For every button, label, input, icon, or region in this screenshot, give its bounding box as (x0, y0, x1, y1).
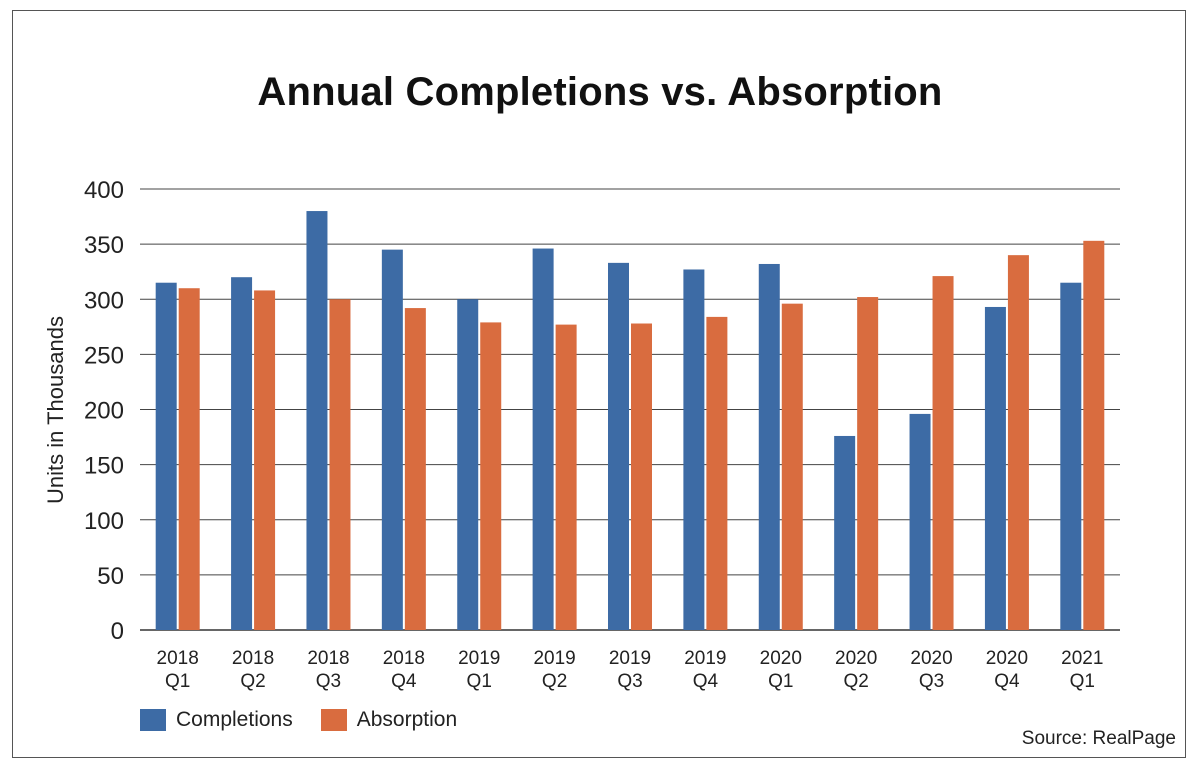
bar-absorption (781, 303, 803, 630)
x-tick-label-quarter: Q3 (316, 671, 341, 692)
bar-absorption (404, 308, 426, 630)
legend-item-absorption: Absorption (320, 708, 458, 732)
bar-absorption (932, 276, 954, 630)
bar-absorption (1007, 255, 1029, 630)
bar-completions (381, 249, 403, 630)
y-tick-label: 150 (84, 453, 124, 480)
x-tick-label-year: 2020 (835, 648, 877, 669)
x-tick-label-year: 2019 (458, 648, 500, 669)
y-tick-label: 50 (97, 563, 124, 590)
bar-completions (608, 262, 629, 630)
legend-label-absorption: Absorption (356, 708, 458, 731)
bar-absorption (254, 290, 276, 630)
x-tick-label-year: 2020 (986, 648, 1028, 669)
bar-absorption (178, 288, 200, 630)
x-axis-ticks: 2018Q12018Q22018Q32018Q42019Q12019Q22019… (157, 648, 1104, 692)
x-tick-label-quarter: Q2 (542, 671, 567, 692)
y-tick-label: 250 (84, 342, 124, 369)
x-tick-label-quarter: Q2 (843, 671, 868, 692)
x-tick-label-quarter: Q1 (768, 671, 793, 692)
x-tick-label-quarter: Q4 (693, 671, 719, 692)
x-tick-label-quarter: Q2 (240, 671, 265, 692)
bar-absorption (480, 322, 502, 630)
legend-item-completions: Completions (140, 708, 293, 732)
x-tick-label-quarter: Q4 (391, 671, 417, 692)
x-tick-label-year: 2019 (609, 648, 651, 669)
y-tick-label: 300 (84, 287, 124, 314)
bar-completions (834, 435, 856, 630)
y-tick-label: 200 (84, 398, 124, 425)
bar-absorption (555, 324, 577, 630)
x-tick-label-quarter: Q1 (165, 671, 190, 692)
y-tick-label: 100 (84, 508, 124, 535)
bar-completions (909, 413, 931, 630)
bar-absorption (706, 316, 728, 630)
x-tick-label-year: 2020 (760, 648, 802, 669)
bar-completions (532, 248, 554, 630)
bar-completions (306, 211, 328, 631)
bar-absorption (631, 323, 652, 630)
bar-absorption (1083, 240, 1105, 630)
bar-completions (231, 277, 253, 630)
bar-completions (984, 306, 1006, 630)
chart-title: Annual Completions vs. Absorption (257, 70, 943, 114)
y-tick-label: 350 (84, 232, 124, 259)
x-tick-label-year: 2018 (232, 648, 274, 669)
bar-completions (155, 282, 177, 630)
y-axis-ticks: 0 50 100 150 200 250 300 350 400 (84, 177, 124, 645)
x-tick-label-year: 2021 (1061, 648, 1103, 669)
x-tick-label-year: 2019 (684, 648, 726, 669)
bar-completions (1060, 282, 1082, 630)
x-tick-label-year: 2020 (910, 648, 952, 669)
x-tick-label-quarter: Q1 (1070, 671, 1095, 692)
legend-label-completions: Completions (176, 708, 293, 731)
x-tick-label-quarter: Q4 (994, 671, 1020, 692)
x-tick-label-year: 2018 (383, 648, 425, 669)
legend-swatch-completions (140, 709, 166, 731)
bar-absorption (857, 297, 879, 630)
x-tick-label-quarter: Q3 (919, 671, 944, 692)
bars (155, 211, 1105, 631)
bar-completions (457, 299, 479, 630)
source-note: Source: RealPage (1021, 728, 1176, 749)
bar-completions (683, 269, 705, 630)
legend-swatch-absorption (320, 709, 347, 731)
bar-completions (758, 263, 780, 630)
x-tick-label-quarter: Q1 (467, 671, 492, 692)
chart-frame (12, 10, 1186, 758)
y-tick-label: 400 (84, 177, 124, 204)
x-tick-label-quarter: Q3 (617, 671, 642, 692)
bar-absorption (329, 299, 351, 630)
y-tick-label: 0 (111, 618, 124, 645)
x-tick-label-year: 2019 (533, 648, 575, 669)
gridlines (140, 188, 1120, 631)
legend: Completions Absorption (140, 708, 485, 732)
x-tick-label-year: 2018 (307, 648, 349, 669)
y-axis-label: Units in Thousands (43, 316, 68, 504)
x-tick-label-year: 2018 (157, 648, 199, 669)
